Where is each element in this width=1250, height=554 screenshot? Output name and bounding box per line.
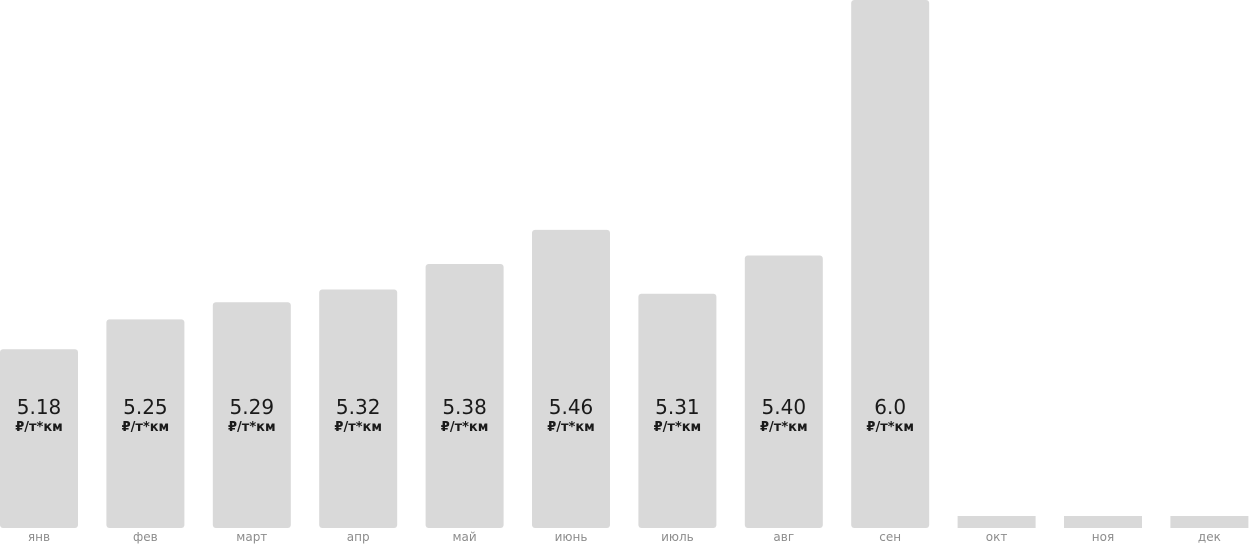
unit-label-авг: ₽/т*км bbox=[760, 420, 808, 435]
bar-июль bbox=[638, 293, 717, 528]
value-label-авг: 5.40 bbox=[762, 395, 807, 419]
unit-label-июль: ₽/т*км bbox=[654, 420, 702, 435]
bar-май bbox=[425, 264, 504, 528]
x-tick-июль: июль bbox=[661, 530, 694, 544]
value-label-май: 5.38 bbox=[442, 395, 487, 419]
bars-layer bbox=[0, 0, 1249, 528]
bar-янв bbox=[0, 349, 78, 528]
value-label-июнь: 5.46 bbox=[549, 395, 594, 419]
value-label-июль: 5.31 bbox=[655, 395, 700, 419]
bar-июнь bbox=[532, 229, 610, 528]
bar-сен bbox=[851, 0, 930, 528]
x-tick-дек: дек bbox=[1198, 530, 1221, 544]
x-tick-авг: авг bbox=[773, 530, 794, 544]
value-label-фев: 5.25 bbox=[123, 395, 168, 419]
bar-апр bbox=[319, 289, 398, 528]
x-tick-фев: фев bbox=[133, 530, 158, 544]
value-label-апр: 5.32 bbox=[336, 395, 381, 419]
unit-label-июнь: ₽/т*км bbox=[547, 420, 595, 435]
unit-label-сен: ₽/т*км bbox=[866, 420, 914, 435]
value-label-март: 5.29 bbox=[230, 395, 275, 419]
unit-label-май: ₽/т*км bbox=[441, 420, 489, 435]
unit-label-апр: ₽/т*км bbox=[334, 420, 382, 435]
x-tick-окт: окт bbox=[986, 530, 1008, 544]
x-tick-янв: янв bbox=[28, 530, 50, 544]
bar-окт bbox=[957, 516, 1036, 528]
x-tick-ноя: ноя bbox=[1092, 530, 1114, 544]
unit-label-янв: ₽/т*км bbox=[15, 420, 63, 435]
x-tick-апр: апр bbox=[347, 530, 370, 544]
bar-авг bbox=[744, 255, 823, 528]
x-tick-март: март bbox=[236, 530, 267, 544]
unit-label-фев: ₽/т*км bbox=[122, 420, 170, 435]
value-label-сен: 6.0 bbox=[874, 395, 906, 419]
bar-март bbox=[212, 302, 291, 528]
x-tick-май: май bbox=[452, 530, 476, 544]
bar-фев bbox=[106, 319, 185, 528]
bar-дек bbox=[1170, 516, 1249, 528]
x-axis-ticks: янв фев март апр май июнь июль авг сен окт ноя дек bbox=[28, 530, 1221, 544]
labels-layer: 5.18₽/т*км5.25₽/т*км5.29₽/т*км5.32₽/т*км… bbox=[15, 395, 914, 435]
x-tick-сен: сен bbox=[879, 530, 901, 544]
value-label-янв: 5.18 bbox=[17, 395, 62, 419]
x-tick-июнь: июнь bbox=[555, 530, 588, 544]
bar-ноя bbox=[1064, 516, 1142, 528]
unit-label-март: ₽/т*км bbox=[228, 420, 276, 435]
